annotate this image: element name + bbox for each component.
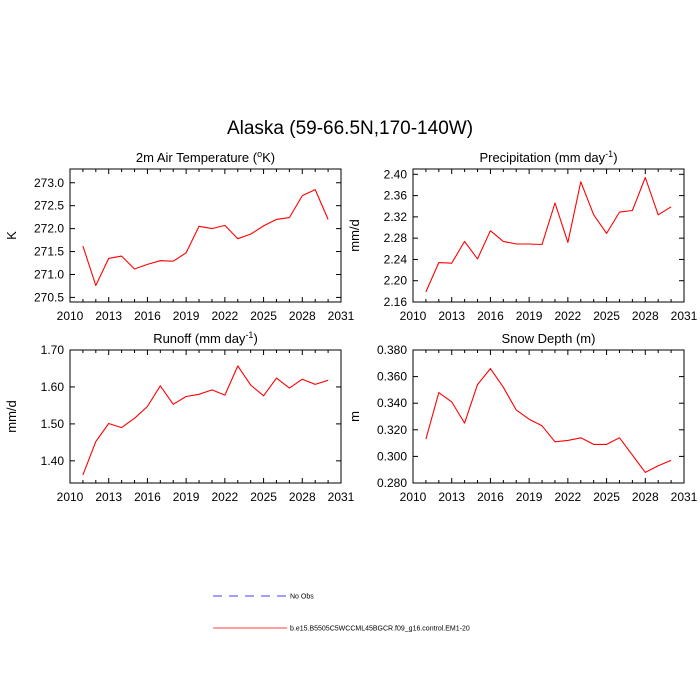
- panel-1: 2010 2013 2016 2019 2022 2025 2028 2031 270.5 271…: [4, 149, 355, 323]
- x-tick-label: 2025: [593, 490, 620, 504]
- legend-label-2: b.e15.B5505C5WCCML45BGCR.f09_g16.control…: [290, 626, 470, 633]
- x-tick-label: 2010: [57, 490, 84, 504]
- panel-title: 2m Air Temperature (oK): [136, 149, 275, 165]
- x-tick-label: 2016: [477, 490, 504, 504]
- series-line-1: [82, 189, 329, 287]
- y-tick-label: 2.20: [384, 274, 408, 288]
- figure-title: Alaska (59-66.5N,170-140W): [227, 118, 473, 139]
- y-tick-label: 1.70: [41, 343, 65, 357]
- y-tick-label: 2.36: [384, 189, 408, 203]
- panel-2: 2010 2013 2016 2019 2022 2025 2028 2031 2.16 2.20…: [347, 149, 698, 323]
- panel-title-suffix: K): [262, 150, 275, 165]
- panel-title-superscript: -1: [605, 149, 613, 159]
- y-tick-label: 273.0: [34, 176, 64, 190]
- legend-label-1: No Obs: [290, 594, 314, 601]
- x-tick-label: 2031: [328, 490, 355, 504]
- x-tick-label: 2022: [555, 490, 582, 504]
- y-tick-label: 1.50: [41, 417, 65, 431]
- x-tick-label: 2028: [289, 490, 316, 504]
- y-tick-label: 0.300: [377, 449, 407, 463]
- panel-title-text: 2m Air Temperature (: [136, 150, 258, 165]
- y-tick-label: 2.24: [384, 252, 408, 266]
- y-tick-label: 272.0: [34, 222, 64, 236]
- y-axis-label: mm/d: [4, 400, 19, 433]
- legend: No Obs b.e15.B5505C5WCCML45BGCR.f09_g16.c…: [213, 594, 470, 633]
- x-tick-label: 2028: [632, 309, 659, 323]
- y-tick-label: 1.60: [41, 380, 65, 394]
- panel-title-suffix: ): [253, 331, 257, 346]
- plot-frame: [69, 349, 342, 484]
- y-tick-label: 0.360: [377, 370, 407, 384]
- y-tick-label: 0.380: [377, 343, 407, 357]
- panel-title: Precipitation (mm day-1): [479, 149, 617, 165]
- y-axis-label: K: [4, 231, 19, 240]
- x-tick-label: 2031: [328, 309, 355, 323]
- panels: 2010 2013 2016 2019 2022 2025 2028 2031 270.5 271…: [4, 149, 698, 504]
- panel-title: Snow Depth (m): [502, 331, 596, 346]
- x-tick-label: 2013: [95, 490, 122, 504]
- x-tick-label: 2022: [555, 309, 582, 323]
- x-tick-label: 2019: [516, 490, 543, 504]
- y-tick-label: 271.0: [34, 267, 64, 281]
- panel-title-text: Snow Depth (m): [502, 331, 596, 346]
- x-tick-label: 2025: [250, 490, 277, 504]
- x-tick-label: 2010: [57, 309, 84, 323]
- panel-3: 2010 2013 2016 2019 2022 2025 2028 2031 1.40 1.50…: [4, 330, 355, 504]
- x-tick-label: 2010: [400, 309, 427, 323]
- y-tick-label: 270.5: [34, 290, 64, 304]
- x-tick-label: 2022: [212, 309, 239, 323]
- x-tick-label: 2031: [671, 309, 698, 323]
- x-tick-label: 2022: [212, 490, 239, 504]
- x-tick-label: 2013: [438, 309, 465, 323]
- x-tick-label: 2025: [593, 309, 620, 323]
- x-tick-label: 2019: [516, 309, 543, 323]
- x-tick-label: 2016: [477, 309, 504, 323]
- series-line-1: [425, 368, 672, 473]
- y-tick-label: 0.320: [377, 423, 407, 437]
- x-tick-label: 2028: [289, 309, 316, 323]
- x-tick-label: 2031: [671, 490, 698, 504]
- y-tick-label: 2.28: [384, 231, 408, 245]
- x-tick-label: 2028: [632, 490, 659, 504]
- x-tick-label: 2019: [173, 490, 200, 504]
- y-tick-label: 0.280: [377, 476, 407, 490]
- y-tick-label: 1.40: [41, 454, 65, 468]
- plot-frame: [69, 168, 342, 303]
- series-line-1: [425, 176, 672, 293]
- panel-title-text: Precipitation (mm day: [479, 150, 605, 165]
- panel-title-suffix: ): [613, 150, 617, 165]
- y-tick-label: 272.5: [34, 199, 64, 213]
- x-tick-label: 2013: [95, 309, 122, 323]
- y-axis-label: m: [347, 411, 362, 422]
- panel-title-superscript: o: [257, 149, 262, 159]
- panel-title: Runoff (mm day-1): [153, 330, 258, 346]
- x-tick-label: 2010: [400, 490, 427, 504]
- x-tick-label: 2019: [173, 309, 200, 323]
- panel-4: 2010 2013 2016 2019 2022 2025 2028 2031 0.280 0.3…: [347, 331, 698, 504]
- series-line-1: [82, 365, 329, 476]
- y-tick-label: 0.340: [377, 396, 407, 410]
- panel-title-text: Runoff (mm day: [153, 331, 246, 346]
- plot-frame: [412, 349, 685, 484]
- y-tick-label: 2.32: [384, 210, 408, 224]
- y-tick-label: 271.5: [34, 245, 64, 259]
- x-tick-label: 2016: [134, 309, 161, 323]
- plot-frame: [412, 168, 685, 303]
- y-tick-label: 2.16: [384, 295, 408, 309]
- x-tick-label: 2025: [250, 309, 277, 323]
- x-tick-label: 2013: [438, 490, 465, 504]
- y-axis-label: mm/d: [347, 219, 362, 252]
- y-tick-label: 2.40: [384, 167, 408, 181]
- x-tick-label: 2016: [134, 490, 161, 504]
- panel-title-superscript: -1: [245, 330, 253, 340]
